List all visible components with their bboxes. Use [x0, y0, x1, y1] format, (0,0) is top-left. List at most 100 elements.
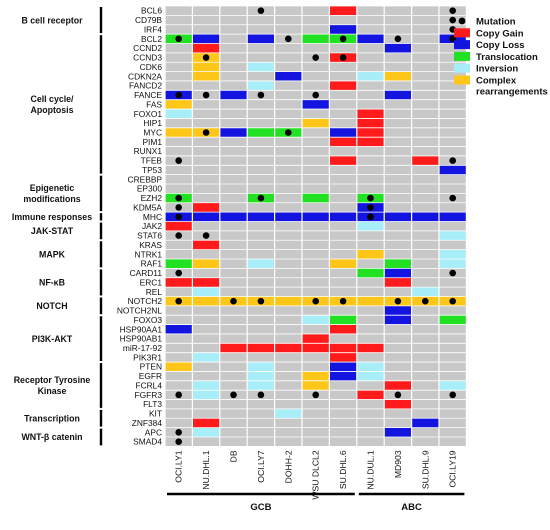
mutation-dot-BCL2-6 — [339, 35, 347, 43]
mutation-dot-CARD11-10 — [449, 269, 457, 277]
heatmap-cell-NTRK1-7 — [356, 249, 385, 259]
gene-label-CREBBP: CREBBP — [128, 174, 163, 184]
gene-label-EGFR: EGFR — [139, 371, 162, 381]
mutation-dot-MYC-1 — [202, 129, 210, 136]
heatmap-cell-FCRL4-8 — [384, 380, 412, 391]
gene-label-KIT: KIT — [149, 409, 162, 419]
heatmap-cell-miR-17-92-6 — [329, 343, 357, 353]
mutation-dot-MHC-0 — [175, 213, 182, 221]
heatmap-cell-MHC-8 — [384, 212, 412, 222]
gene-label-BCL2: BCL2 — [141, 34, 162, 44]
heatmap-cell-APC-8 — [384, 427, 412, 438]
heatmap-cell-miR-17-92-7 — [356, 343, 385, 353]
gene-label-CCND2: CCND2 — [133, 43, 162, 53]
heatmap-cell-MHC-6 — [329, 212, 357, 222]
heatmap-cell-FCRL4-10 — [439, 380, 467, 391]
heatmap-cell-FAS-0 — [165, 99, 193, 110]
gene-labels: BCL6CD79BIRF4BCL2CCND2CCND3CDK6CDKN2AFAN… — [117, 6, 163, 447]
heatmap-cell-ERC1-1 — [192, 277, 220, 288]
gene-label-FOXO3: FOXO3 — [134, 315, 163, 325]
heatmap-cell-PTEN-6 — [329, 362, 357, 372]
heatmap-cell-FCRL4-3 — [247, 380, 275, 391]
heatmap-cell-JAK2-7 — [356, 221, 385, 231]
legend-label-I: Inversion — [476, 64, 518, 75]
heatmap-cell-EGFR-3 — [247, 371, 275, 381]
gene-label-CDK6: CDK6 — [140, 62, 163, 72]
mutation-dot-NOTCH2-9 — [422, 297, 429, 305]
heatmap-cell-miR-17-92-3 — [247, 343, 275, 353]
mutation-dot-TFEB-10 — [449, 157, 457, 164]
heatmap-cell-JAK2-0 — [165, 221, 193, 231]
heatmap-cell-CDK6-1 — [192, 62, 220, 72]
category-label-6: NF-κB — [39, 278, 65, 288]
category-label-10: Transcription — [24, 413, 80, 423]
gene-label-FANCD2: FANCD2 — [129, 81, 162, 91]
heatmap-cell-MHC-10 — [439, 212, 467, 222]
mutation-dot-FGFR3-8 — [394, 391, 402, 399]
gene-label-STAT6: STAT6 — [137, 231, 162, 241]
legend-swatch-L — [454, 40, 470, 50]
legend-label-L: Copy Loss — [476, 40, 525, 51]
heatmap-cell-RAF1-6 — [329, 258, 357, 269]
gene-label-FOXO1: FOXO1 — [134, 109, 163, 119]
heatmap-cell-TFEB-6 — [329, 155, 357, 166]
mutation-dot-BCL6-10 — [449, 7, 457, 14]
gene-label-CDKN2A: CDKN2A — [128, 71, 162, 81]
heatmap-grid — [164, 5, 467, 447]
heatmap-cell-PTEN-0 — [165, 362, 193, 372]
gene-label-RUNX1: RUNX1 — [134, 146, 163, 156]
category-label-3: Immune responses — [12, 212, 92, 222]
heatmap-cell-MHC-2 — [219, 212, 248, 222]
gene-label-NTRK1: NTRK1 — [135, 249, 163, 259]
legend-swatch-T — [454, 51, 470, 61]
mutation-dot-CCND3-1 — [202, 54, 210, 61]
cell-line-label-7: NU.DUL.1 — [366, 450, 376, 489]
mutation-dot-BCL2-8 — [394, 35, 402, 43]
gene-label-PIK3R1: PIK3R1 — [133, 352, 162, 362]
mutation-dot-BCL2-0 — [175, 35, 182, 43]
heatmap-cell-BCL2-5 — [302, 34, 330, 44]
gene-label-KDM5A: KDM5A — [133, 202, 162, 212]
mutation-dot-EZH2-0 — [175, 194, 182, 202]
heatmap-cell-BCL2-1 — [192, 34, 220, 44]
mutation-dot-EZH2-7 — [367, 194, 374, 202]
legend-label-G: Copy Gain — [476, 28, 524, 39]
heatmap-cell-NOTCH2-4 — [274, 296, 302, 306]
gene-label-JAK2: JAK2 — [142, 221, 162, 231]
gene-label-FGFR3: FGFR3 — [135, 390, 163, 400]
heatmap-cell-MHC-3 — [247, 212, 275, 222]
cell-line-label-5: WSU DLCL2 — [311, 450, 321, 499]
heatmap-cell-RAF1-0 — [165, 258, 193, 269]
mutation-dot-CARD11-0 — [175, 269, 182, 277]
heatmap-cell-PIM1-6 — [329, 137, 357, 147]
heatmap-cell-BCL6-6 — [329, 6, 357, 16]
gene-label-TFEB: TFEB — [141, 156, 163, 166]
cell-line-label-1: NU.DHL.1 — [201, 450, 211, 489]
heatmap-cell-CCND2-1 — [192, 43, 220, 53]
heatmap-cell-FANCD2-6 — [329, 80, 357, 91]
heatmap-cell-TFEB-9 — [411, 155, 439, 166]
mutation-dot-FANCE-3 — [257, 91, 265, 99]
mutation-dot-KDM5A-7 — [367, 204, 374, 211]
heatmap-cell-KRAS-1 — [192, 240, 220, 250]
mutation-dot-MHC-7 — [367, 213, 374, 221]
cell-line-label-10: OCI.LY19 — [448, 450, 458, 487]
mutation-dot-EZH2-3 — [257, 194, 265, 202]
mutation-dot-FGFR3-10 — [449, 391, 457, 399]
mutation-dot-NOTCH2-5 — [312, 297, 320, 305]
heatmap-cell-RAF1-8 — [384, 258, 412, 269]
gene-label-miR-17-92: miR-17-92 — [123, 343, 162, 353]
mutation-dot-KDM5A-0 — [175, 204, 182, 211]
mutation-dot-CD79B-10 — [449, 16, 457, 24]
heatmap-cell-BCL2-3 — [247, 34, 275, 44]
mutation-dot-STAT6-1 — [202, 232, 210, 239]
mutation-dot-NOTCH2-0 — [175, 297, 182, 305]
heatmap-cell-STAT6-10 — [439, 230, 467, 241]
heatmap-cell-HSP90AA1-0 — [165, 324, 193, 334]
heatmap-cell-MHC-5 — [302, 212, 330, 222]
mutation-dot-EZH2-10 — [449, 194, 457, 202]
heatmap-cell-EGFR-7 — [356, 371, 385, 381]
heatmap-cell-MHC-4 — [274, 212, 302, 222]
